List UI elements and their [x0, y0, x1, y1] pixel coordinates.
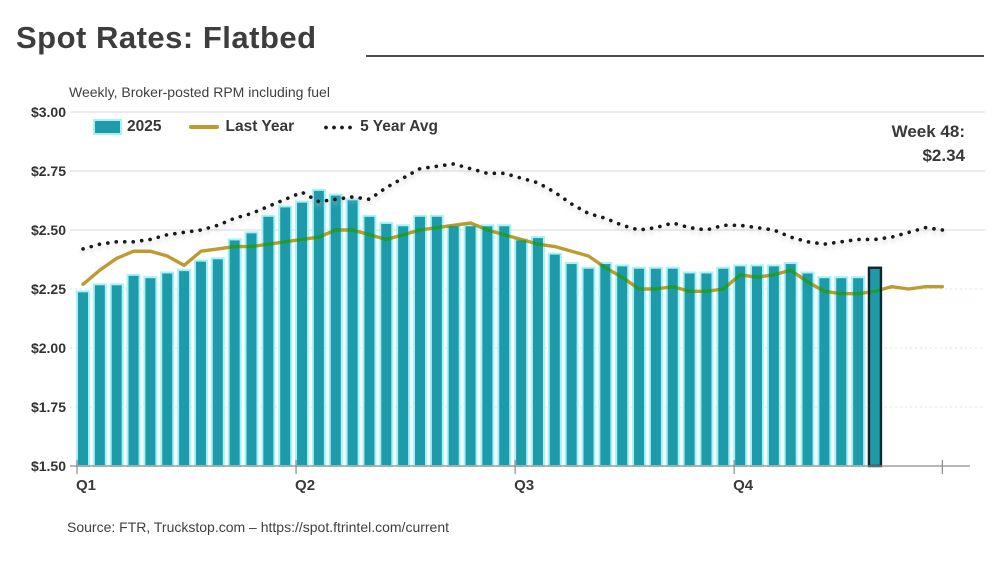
bar-week-26: [497, 224, 512, 467]
bar-week-6: [160, 271, 175, 468]
bar-week-33: [615, 264, 630, 467]
bar-week-12: [261, 214, 276, 467]
bar-week-7: [177, 269, 192, 467]
bar-week-27: [514, 238, 529, 467]
bar-week-10: [227, 238, 242, 467]
bar-week-46: [834, 276, 849, 468]
y-tick-label: $1.50: [31, 458, 66, 474]
chart-subtitle: Weekly, Broker-posted RPM including fuel: [69, 84, 330, 100]
bar-week-9: [210, 257, 225, 467]
bar-week-1: [76, 290, 90, 467]
bar-week-8: [193, 259, 208, 467]
legend-bar-swatch-icon: [93, 119, 122, 135]
bar-week-45: [817, 276, 832, 468]
five-year-avg-line: [81, 162, 945, 251]
title-underline: [366, 55, 984, 57]
y-tick-label: $2.75: [31, 163, 66, 179]
series-lines: [80, 162, 945, 296]
bar-week-38: [699, 271, 714, 468]
bar-week-34: [632, 266, 647, 468]
bar-week-2: [92, 283, 107, 467]
bar-week-25: [480, 224, 495, 467]
week-annotation-value: $2.34: [922, 146, 965, 165]
bar-week-31: [581, 266, 596, 468]
last-year-line: [81, 221, 945, 296]
bar-week-20: [396, 224, 411, 467]
y-tick-label: $2.00: [31, 340, 66, 356]
source-note: Source: FTR, Truckstop.com – https://spo…: [67, 519, 450, 535]
y-tick-label: $2.50: [31, 222, 66, 238]
legend-line-swatch-icon: [189, 125, 220, 129]
bar-week-4: [126, 273, 141, 467]
x-tick-label-q2: Q2: [295, 477, 315, 494]
bar-week-22: [429, 214, 444, 467]
legend-label-5-year-avg: 5 Year Avg: [360, 118, 438, 135]
bar-week-18: [362, 214, 377, 467]
bar-week-30: [564, 262, 579, 468]
bar-week-29: [547, 252, 562, 467]
bar-week-17: [345, 198, 360, 467]
bar-week-43: [783, 262, 798, 468]
bar-week-19: [379, 221, 394, 467]
five-year-avg-shadow: [80, 164, 945, 255]
bar-week-15: [311, 188, 326, 467]
bar-week-35: [648, 266, 663, 468]
y-tick-label: $2.25: [31, 281, 66, 297]
x-tick-label-q4: Q4: [733, 477, 754, 494]
bar-week-47: [851, 276, 866, 468]
bar-week-40: [733, 264, 748, 467]
chart-legend: 2025 Last Year 5 Year Avg: [93, 118, 438, 136]
bar-week-44: [800, 271, 815, 468]
bar-week-13: [278, 205, 293, 467]
bar-week-37: [682, 271, 697, 468]
y-tick-label: $3.00: [31, 104, 66, 120]
legend-label-last-year: Last Year: [225, 118, 295, 135]
week-annotation-label: Week 48:: [891, 122, 965, 141]
page-title: Spot Rates: Flatbed: [16, 20, 317, 55]
x-tick-label-q3: Q3: [514, 477, 534, 494]
bar-week-41: [750, 264, 764, 467]
bar-week-16: [328, 193, 343, 467]
bar-week-24: [463, 224, 478, 467]
bar-week-39: [716, 266, 731, 468]
bar-week-36: [665, 266, 680, 468]
bar-week-42: [766, 264, 781, 467]
bar-week-11: [244, 231, 259, 467]
gridlines: [70, 111, 985, 408]
week-annotation: Week 48: $2.34: [892, 120, 965, 168]
axis-labels: $3.00 $2.75 $2.50 $2.25 $2.00 $1.75 $1.50 Q1 Q2 Q…: [31, 104, 754, 494]
bar-week-48-highlighted: [867, 266, 883, 468]
legend-label-2025: 2025: [127, 118, 162, 135]
y-tick-label: $1.75: [31, 399, 66, 415]
legend-dots-swatch-icon: [320, 124, 357, 130]
bar-week-5: [143, 276, 158, 468]
bar-week-28: [530, 236, 545, 467]
x-tick-label-q1: Q1: [76, 477, 96, 494]
bar-week-32: [598, 262, 613, 468]
bar-week-23: [446, 224, 461, 467]
x-axis: [70, 460, 970, 474]
bar-week-3: [109, 283, 124, 467]
bar-week-21: [413, 214, 427, 467]
